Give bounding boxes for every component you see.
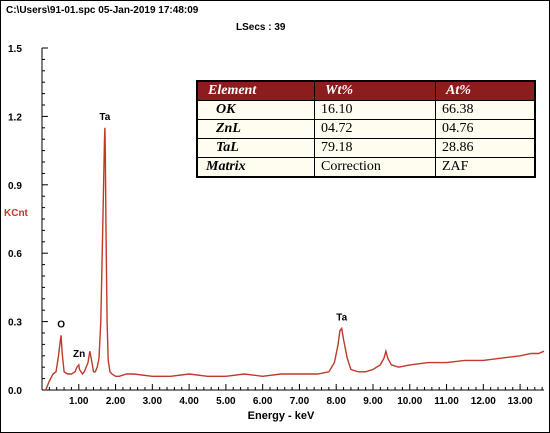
x-tick-label: 2.00 (106, 396, 126, 407)
y-tick-label: 1.5 (8, 44, 22, 55)
x-tick-label: 10.00 (397, 396, 422, 407)
at-cell: ZAF (435, 157, 536, 178)
at-cell: 28.86 (435, 138, 536, 158)
y-axis-label: KCnt (4, 208, 28, 219)
element-cell: Matrix (196, 157, 315, 178)
wt-cell: Correction (314, 157, 436, 178)
x-tick-label: 9.00 (363, 396, 383, 407)
spectrum-line (45, 127, 545, 391)
x-tick-label: 11.00 (434, 396, 459, 407)
x-tick-label: 8.00 (326, 396, 346, 407)
wt-cell: 04.72 (314, 119, 436, 139)
x-tick-label: 1.00 (69, 396, 89, 407)
quant-results-table: Element Wt% At% OK 16.10 66.38 ZnL 04.72… (196, 80, 536, 178)
peak-label: Zn (73, 349, 85, 360)
x-tick-label: 13.00 (508, 396, 533, 407)
x-tick-label: 12.00 (471, 396, 496, 407)
column-header-wt: Wt% (314, 80, 436, 101)
element-cell: OK (196, 100, 315, 120)
table-row: ZnL 04.72 04.76 (196, 119, 536, 139)
table-row: Matrix Correction ZAF (196, 157, 536, 178)
x-tick-label: 4.00 (179, 396, 199, 407)
column-header-element: Element (196, 80, 315, 101)
table-row: OK 16.10 66.38 (196, 100, 536, 120)
at-cell: 04.76 (435, 119, 536, 139)
x-tick-label: 6.00 (253, 396, 273, 407)
live-seconds: LSecs : 39 (236, 22, 286, 33)
tick-labels: 1.00 2.00 3.00 4.00 5.00 6.00 7.00 8.00 9.00 10.0… (8, 44, 533, 407)
peak-labels: O Zn Ta Ta (57, 112, 347, 360)
peak-label: Ta (336, 312, 347, 323)
table-row: TaL 79.18 28.86 (196, 138, 536, 158)
file-info: C:\Users\91-01.spc 05-Jan-2019 17:48:09 (6, 5, 199, 16)
element-cell: TaL (196, 138, 315, 158)
table-header-row: Element Wt% At% (196, 80, 536, 101)
y-tick-label: 0.0 (8, 386, 22, 397)
y-tick-label: 1.2 (8, 112, 22, 123)
wt-cell: 16.10 (314, 100, 436, 120)
axes (41, 47, 544, 391)
column-header-at: At% (435, 80, 536, 101)
peak-label: O (57, 319, 65, 330)
y-tick-label: 0.3 (8, 318, 22, 329)
wt-cell: 79.18 (314, 138, 436, 158)
x-axis-label: Energy - keV (248, 410, 315, 422)
peak-label: Ta (99, 112, 110, 123)
y-tick-label: 0.6 (8, 249, 22, 260)
y-tick-label: 0.9 (8, 181, 22, 192)
x-tick-label: 7.00 (290, 396, 310, 407)
x-tick-label: 5.00 (216, 396, 236, 407)
element-cell: ZnL (196, 119, 315, 139)
x-tick-label: 3.00 (143, 396, 163, 407)
at-cell: 66.38 (435, 100, 536, 120)
